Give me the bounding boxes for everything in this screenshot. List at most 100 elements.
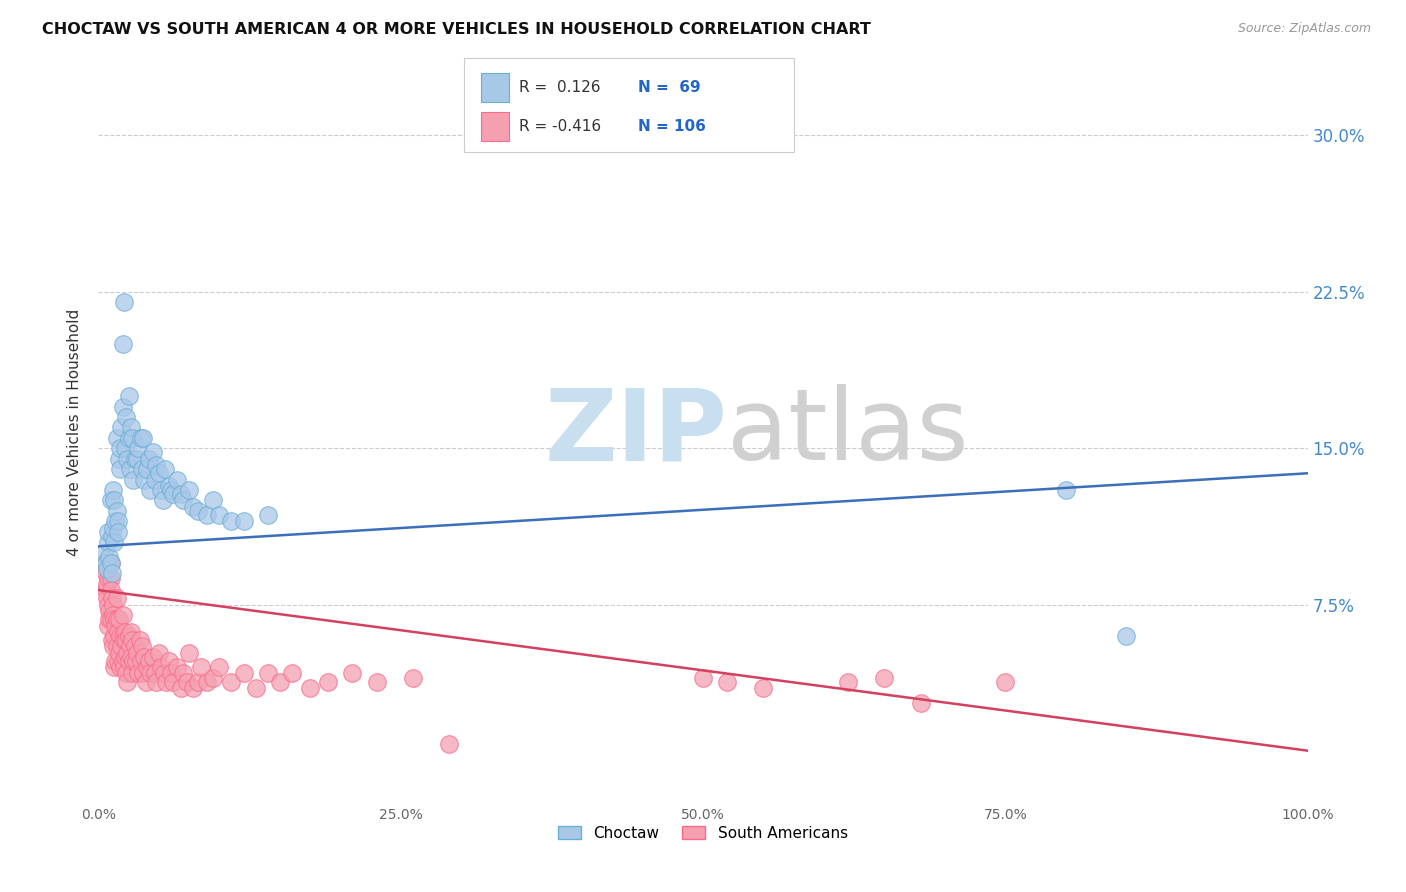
Point	[179, 483, 201, 497]
Point	[100, 583, 122, 598]
Point	[195, 508, 218, 522]
Point	[129, 431, 152, 445]
Point	[112, 660, 135, 674]
Point	[142, 649, 165, 664]
Point	[100, 633, 122, 648]
Point	[138, 451, 160, 466]
Point	[366, 674, 388, 689]
Point	[179, 646, 201, 660]
Point	[117, 451, 139, 466]
Point	[437, 738, 460, 752]
Point	[101, 608, 124, 623]
Point	[166, 473, 188, 487]
Point	[190, 660, 212, 674]
Point	[122, 473, 145, 487]
Point	[108, 612, 131, 626]
Point	[105, 591, 128, 606]
Point	[107, 654, 129, 668]
Point	[187, 504, 209, 518]
Point	[111, 629, 134, 643]
Point	[150, 483, 173, 497]
Point	[108, 462, 131, 476]
Point	[121, 431, 143, 445]
Point	[94, 556, 117, 570]
Text: ZIP: ZIP	[544, 384, 727, 481]
Point	[316, 674, 339, 689]
Point	[111, 400, 134, 414]
Point	[124, 640, 146, 654]
Point	[112, 633, 135, 648]
Point	[994, 674, 1017, 689]
Point	[108, 451, 131, 466]
Point	[153, 462, 176, 476]
Point	[127, 646, 149, 660]
Point	[94, 583, 117, 598]
Point	[131, 462, 153, 476]
Point	[162, 674, 184, 689]
Point	[127, 451, 149, 466]
Point	[256, 666, 278, 681]
Point	[142, 445, 165, 459]
Point	[118, 629, 141, 643]
Y-axis label: 4 or more Vehicles in Household: 4 or more Vehicles in Household	[67, 309, 83, 557]
Point	[145, 458, 167, 472]
Text: R = -0.416: R = -0.416	[519, 120, 600, 134]
Point	[96, 591, 118, 606]
Point	[121, 633, 143, 648]
Point	[1054, 483, 1077, 497]
Point	[98, 549, 121, 564]
Point	[103, 629, 125, 643]
Point	[124, 451, 146, 466]
Point	[93, 545, 115, 559]
Point	[172, 493, 194, 508]
Point	[181, 681, 204, 695]
Point	[100, 556, 122, 570]
Point	[208, 508, 231, 522]
Point	[135, 660, 157, 674]
Point	[692, 671, 714, 685]
Point	[108, 646, 131, 660]
Text: N =  69: N = 69	[638, 80, 702, 95]
Point	[202, 671, 225, 685]
Point	[837, 674, 859, 689]
Point	[232, 666, 254, 681]
Point	[108, 442, 131, 456]
Point	[269, 674, 291, 689]
Point	[97, 535, 120, 549]
Point	[105, 504, 128, 518]
Point	[150, 660, 173, 674]
Point	[93, 556, 115, 570]
Point	[100, 591, 122, 606]
Point	[245, 681, 267, 695]
Point	[111, 337, 134, 351]
Point	[143, 473, 166, 487]
Point	[100, 612, 122, 626]
Point	[157, 479, 180, 493]
Point	[108, 629, 131, 643]
Point	[299, 681, 322, 695]
Point	[117, 674, 139, 689]
Point	[100, 493, 122, 508]
Point	[97, 618, 120, 632]
Point	[135, 462, 157, 476]
Point	[104, 618, 127, 632]
Point	[100, 570, 122, 584]
Point	[103, 612, 125, 626]
Point	[118, 640, 141, 654]
Point	[104, 654, 127, 668]
Point	[187, 674, 209, 689]
Point	[115, 409, 138, 424]
Point	[752, 681, 775, 695]
Text: atlas: atlas	[727, 384, 969, 481]
Point	[103, 535, 125, 549]
Point	[97, 524, 120, 539]
Point	[97, 598, 120, 612]
Point	[100, 529, 122, 543]
Point	[910, 696, 932, 710]
Point	[122, 654, 145, 668]
Point	[138, 654, 160, 668]
Point	[118, 389, 141, 403]
Point	[94, 566, 117, 581]
Point	[96, 577, 118, 591]
Point	[160, 483, 183, 497]
